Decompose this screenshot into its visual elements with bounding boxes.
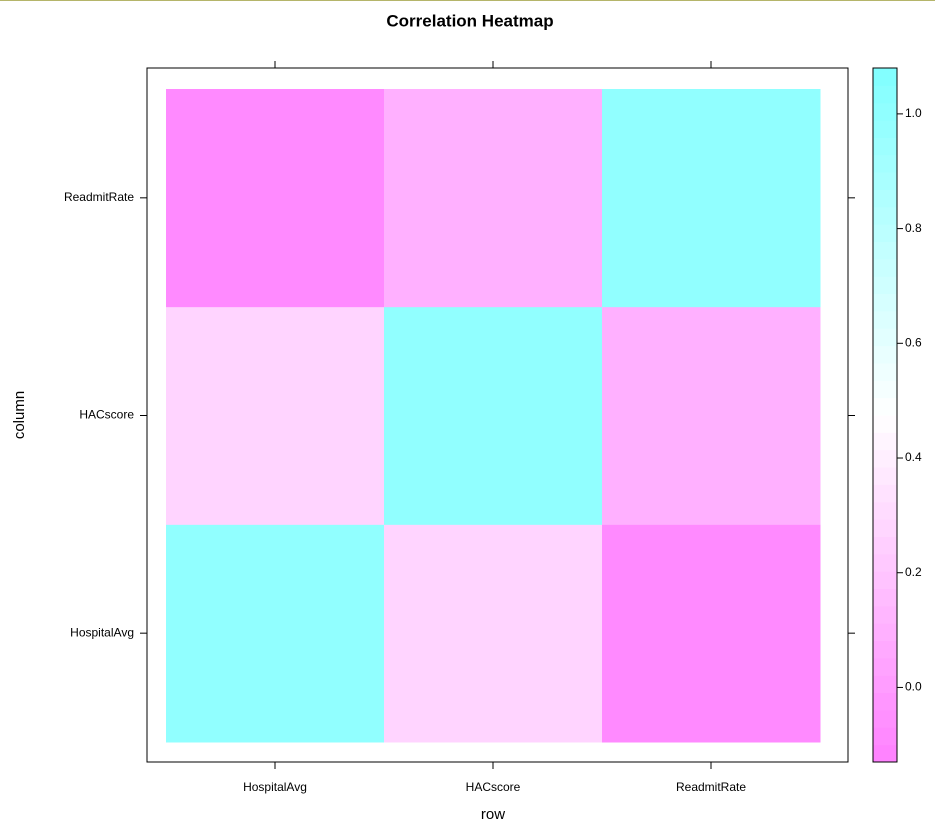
colorbar-band bbox=[873, 709, 897, 728]
colorbar-band bbox=[873, 449, 897, 468]
colorbar-band bbox=[873, 727, 897, 746]
y-tick-label: HACscore bbox=[79, 408, 134, 422]
colorbar-band bbox=[873, 397, 897, 416]
colorbar-band bbox=[873, 85, 897, 104]
heatmap-cell bbox=[602, 524, 821, 743]
x-tick-label: HACscore bbox=[466, 780, 521, 794]
colorbar-tick-label: 0.0 bbox=[905, 680, 922, 694]
colorbar-band bbox=[873, 310, 897, 329]
x-tick-label: ReadmitRate bbox=[676, 780, 746, 794]
colorbar-band bbox=[873, 605, 897, 624]
y-axis-title: column bbox=[11, 391, 28, 439]
x-axis-title: row bbox=[481, 806, 505, 823]
heatmap-cell bbox=[166, 89, 385, 308]
colorbar-band bbox=[873, 172, 897, 190]
colorbar-band bbox=[873, 102, 897, 121]
colorbar-band bbox=[873, 362, 897, 381]
colorbar-tick-label: 1.0 bbox=[905, 106, 922, 120]
colorbar-tick-label: 0.8 bbox=[905, 221, 922, 235]
colorbar-band bbox=[873, 484, 897, 503]
colorbar-band bbox=[873, 571, 897, 589]
colorbar-band bbox=[873, 206, 897, 225]
colorbar-band bbox=[873, 536, 897, 555]
colorbar-band bbox=[873, 241, 897, 260]
colorbar-tick-label: 0.2 bbox=[905, 565, 922, 579]
colorbar-band bbox=[873, 657, 897, 676]
colorbar-frame bbox=[872, 67, 898, 763]
colorbar-band bbox=[873, 276, 897, 295]
colorbar-band bbox=[873, 120, 897, 138]
colorbar-band bbox=[873, 68, 897, 86]
heatmap-cell bbox=[384, 524, 603, 743]
colorbar-band bbox=[873, 588, 897, 607]
colorbar-band bbox=[873, 258, 897, 277]
heatmap-cell bbox=[384, 89, 603, 308]
colorbar-band bbox=[873, 501, 897, 520]
colorbar-band bbox=[873, 293, 897, 312]
colorbar-tick-label: 0.4 bbox=[905, 450, 922, 464]
x-tick-label: HospitalAvg bbox=[243, 780, 307, 794]
heatmap-cell bbox=[166, 306, 385, 525]
colorbar-band bbox=[873, 328, 897, 347]
colorbar-band bbox=[873, 467, 897, 485]
heatmap-cell bbox=[384, 306, 603, 525]
colorbar-band bbox=[873, 345, 897, 364]
colorbar-band bbox=[873, 519, 897, 537]
y-tick-label: HospitalAvg bbox=[70, 625, 134, 639]
heatmap-cell bbox=[602, 306, 821, 525]
colorbar-band bbox=[873, 692, 897, 711]
colorbar-band bbox=[873, 553, 897, 572]
colorbar-band bbox=[873, 224, 897, 242]
heatmap-cell bbox=[602, 89, 821, 308]
colorbar-band bbox=[873, 154, 897, 173]
chart-title: Correlation Heatmap bbox=[386, 11, 553, 30]
heatmap-cell bbox=[166, 524, 385, 743]
colorbar-band bbox=[873, 623, 897, 642]
colorbar-band bbox=[873, 415, 897, 433]
colorbar-tick-label: 0.6 bbox=[905, 335, 922, 349]
colorbar-band bbox=[873, 432, 897, 451]
colorbar-band bbox=[873, 640, 897, 659]
colorbar-band bbox=[873, 189, 897, 208]
colorbar-band bbox=[873, 137, 897, 156]
colorbar-band bbox=[873, 744, 897, 763]
colorbar-band bbox=[873, 380, 897, 399]
y-tick-label: ReadmitRate bbox=[64, 190, 134, 204]
colorbar-band bbox=[873, 675, 897, 694]
